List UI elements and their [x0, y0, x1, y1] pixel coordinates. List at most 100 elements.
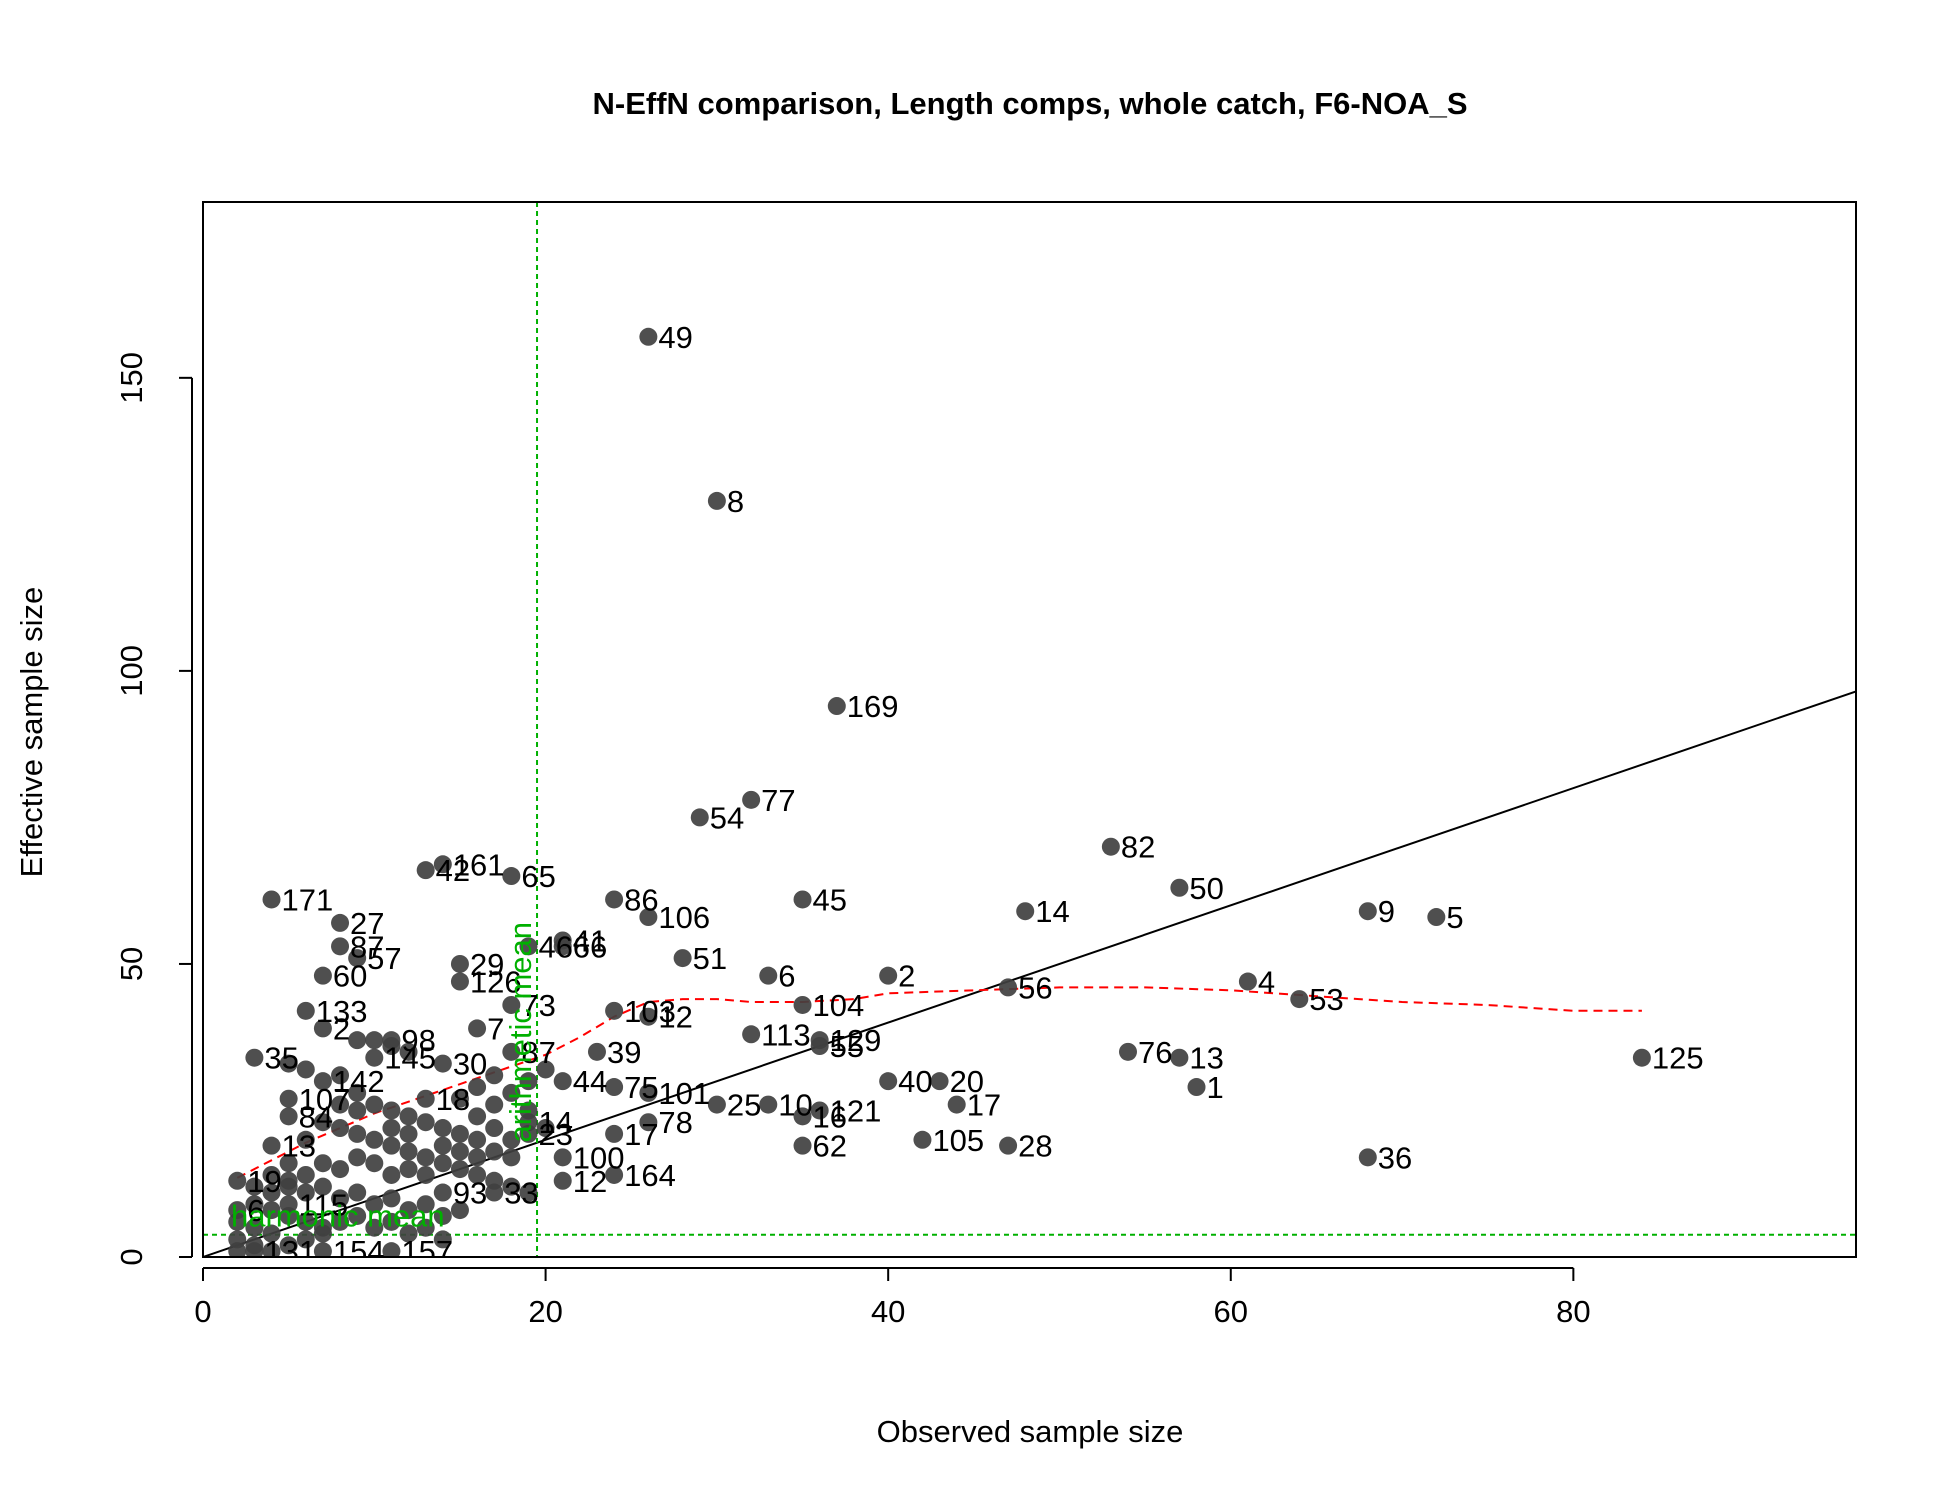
point-label: 133	[316, 994, 368, 1029]
point-label: 29	[470, 947, 504, 982]
data-point	[793, 1136, 812, 1155]
data-point	[827, 697, 846, 716]
point-label: 100	[573, 1140, 625, 1175]
point-label: 51	[693, 941, 727, 976]
data-point	[433, 1136, 452, 1155]
point-label: 39	[607, 1035, 641, 1070]
point-label: 77	[761, 783, 795, 818]
point-label: 19	[247, 1164, 281, 1199]
point-label: 55	[830, 1029, 864, 1064]
data-point	[416, 1195, 435, 1214]
data-point	[433, 1183, 452, 1202]
data-point	[742, 790, 761, 809]
point-label: 104	[813, 988, 865, 1023]
point-label: 6	[778, 959, 795, 994]
data-point	[348, 949, 367, 968]
data-point	[502, 1042, 521, 1061]
data-point	[485, 1095, 504, 1114]
y-tick-label: 150	[114, 352, 149, 404]
data-point	[348, 1206, 367, 1225]
harmonic-mean-label: harmonic mean	[231, 1199, 445, 1234]
data-point	[485, 1142, 504, 1161]
data-point	[348, 1031, 367, 1050]
data-point	[1632, 1048, 1651, 1067]
data-point	[502, 1177, 521, 1196]
data-point	[313, 1224, 332, 1243]
data-point	[245, 1177, 264, 1196]
point-label: 113	[761, 1017, 810, 1052]
point-label: 87	[521, 1035, 555, 1070]
data-point	[262, 1183, 281, 1202]
data-point	[433, 1154, 452, 1173]
point-label: 126	[470, 965, 522, 1000]
point-label: 131	[264, 1234, 316, 1269]
data-point	[1290, 990, 1309, 1009]
point-label: 1	[1207, 1070, 1224, 1105]
data-point	[279, 1054, 298, 1073]
data-point	[399, 1042, 418, 1061]
data-point	[1427, 908, 1446, 927]
x-tick-label: 40	[871, 1294, 905, 1329]
y-tick-label: 0	[114, 1248, 149, 1265]
data-point	[690, 808, 709, 827]
point-label: 164	[624, 1158, 676, 1193]
data-point	[296, 1060, 315, 1079]
data-point	[502, 995, 521, 1014]
point-label: 171	[282, 882, 334, 917]
point-label: 41	[573, 924, 607, 959]
point-label: 129	[830, 1023, 882, 1058]
data-point	[382, 1242, 401, 1257]
data-point	[279, 1107, 298, 1126]
data-point	[485, 1119, 504, 1138]
point-label: 9	[1378, 894, 1395, 929]
data-point	[348, 1183, 367, 1202]
point-label: 7	[487, 1011, 504, 1046]
data-point	[416, 1089, 435, 1108]
x-tick-label: 80	[1556, 1294, 1590, 1329]
data-point	[605, 1165, 624, 1184]
point-label: 33	[504, 1176, 538, 1211]
data-point	[331, 1189, 350, 1208]
data-point	[313, 1242, 332, 1257]
data-point	[759, 1095, 778, 1114]
data-point	[947, 1095, 966, 1114]
data-point	[707, 1095, 726, 1114]
data-point	[639, 1083, 658, 1102]
point-label: 145	[384, 1041, 436, 1076]
x-axis-title: Observed sample size	[877, 1414, 1184, 1449]
data-point	[416, 1165, 435, 1184]
data-point	[450, 972, 469, 991]
point-label: 13	[282, 1129, 316, 1164]
point-label: 46	[538, 929, 572, 964]
data-point	[879, 966, 898, 985]
point-label: 44	[573, 1064, 607, 1099]
data-point	[262, 890, 281, 909]
point-label: 73	[521, 988, 555, 1023]
point-label: 84	[299, 1099, 333, 1134]
point-label: 66	[573, 929, 607, 964]
point-label: 49	[658, 320, 692, 355]
y-tick-label: 100	[114, 645, 149, 697]
point-label: 142	[333, 1064, 385, 1099]
data-point	[450, 1089, 469, 1108]
data-point	[262, 1165, 281, 1184]
point-label: 161	[453, 847, 505, 882]
data-point	[279, 1171, 298, 1190]
data-point	[553, 937, 572, 956]
data-point	[313, 1177, 332, 1196]
data-point	[296, 1165, 315, 1184]
x-tick-label: 60	[1214, 1294, 1248, 1329]
point-label: 54	[710, 800, 744, 835]
data-point	[365, 1048, 384, 1067]
data-point	[930, 1072, 949, 1091]
data-point	[382, 1212, 401, 1231]
data-point	[450, 954, 469, 973]
data-point	[382, 1119, 401, 1138]
data-point	[1187, 1078, 1206, 1097]
data-point	[382, 1165, 401, 1184]
data-point	[673, 949, 692, 968]
point-label: 23	[538, 1117, 572, 1152]
data-point	[468, 1130, 487, 1149]
